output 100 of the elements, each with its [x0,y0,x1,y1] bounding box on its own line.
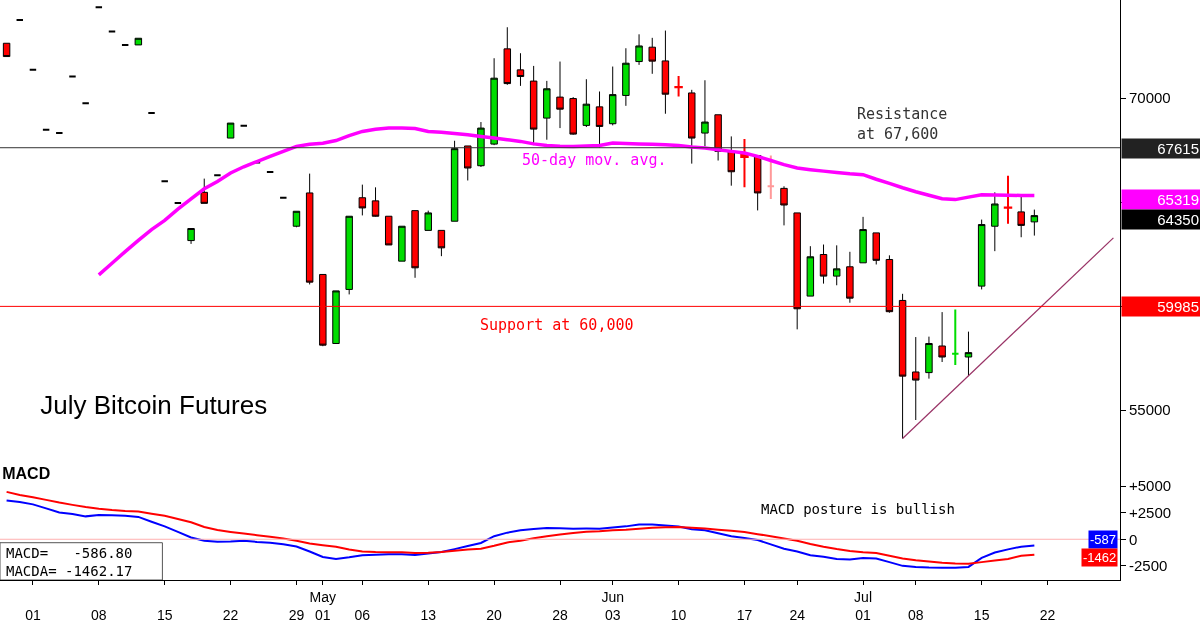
candlestick [55,132,64,135]
x-tick-label: Jun 03 [601,588,624,622]
candlestick [94,6,104,9]
x-tick-label: 10 [670,607,687,622]
annotation: MACD= -586.80 [6,545,133,561]
candlestick [384,215,393,246]
x-tick-label: 15 [156,607,173,622]
x-tick-label: 06 [354,607,371,622]
candlestick [28,68,38,71]
candlestick [912,336,920,421]
x-tick-label: 17 [736,607,753,622]
x-tick-label: 01 [25,607,41,622]
candlestick [490,57,498,146]
candlestick [226,122,235,139]
annotation: MACDA= -1462.17 [6,563,133,579]
text: 64350 [1157,211,1199,228]
candlestick [398,225,406,262]
candlestick [964,331,973,377]
candlestick [134,37,143,46]
y-tick-label: 55000 [1129,401,1171,419]
y-tick-label: 70000 [1129,89,1171,107]
series-label: 50-day mov. avg. [522,151,667,169]
x-tick-label: Jul 01 [854,588,873,622]
candlestick [727,135,736,187]
candlestick [2,42,11,58]
candlestick [608,66,617,126]
candlestick [1003,174,1013,225]
text: 67615 [1157,140,1199,157]
candlestick [464,145,472,181]
candlestick [358,184,367,216]
x-tick-label: 22 [1039,607,1056,622]
candlestick [332,290,340,345]
x-tick-label: 08 [91,607,107,622]
candlestick [661,30,670,115]
candlestick [991,191,999,252]
candlestick [753,155,762,211]
candlestick [846,251,854,304]
ref-line-label: Support at 60,000 [480,316,634,334]
candlestick [305,173,314,285]
candlestick [239,124,248,127]
y-tick-label: +2500 [1129,503,1172,521]
annotation: MACD posture is bullish [761,501,955,517]
candlestick [450,140,459,222]
y-tick-label: +5000 [1129,477,1172,495]
candlestick [437,229,446,257]
candlestick [213,174,222,177]
candlestick [107,30,117,33]
candlestick [187,228,195,245]
candlestick [345,215,353,295]
ref-line-label: Resistance at 67,600 [857,105,948,143]
text: 65319 [1157,191,1199,208]
text: July Bitcoin Futures [40,389,268,420]
line-series [5,490,1036,565]
text: 59985 [1157,298,1199,315]
candlestick [81,102,90,105]
candlestick [938,311,946,363]
candlestick [780,185,788,226]
candlestick [503,26,512,86]
candlestick [120,43,130,46]
candlestick [41,128,51,131]
candlestick [766,154,776,200]
y-tick-label: -2500 [1129,557,1168,575]
candlestick [424,210,432,231]
candlestick [1017,194,1025,238]
candlestick [648,37,656,75]
candlestick [200,178,208,204]
candlestick [569,96,577,136]
chart-title: MACD [2,464,51,482]
candlestick [872,232,880,265]
candlestick [951,308,960,367]
x-tick-label: 20 [486,607,503,622]
x-tick-label: 24 [789,607,806,622]
annotation: -587 [1090,532,1117,547]
line-series [97,126,1037,277]
candlestick [371,186,380,218]
candlestick [160,180,169,183]
candlestick [688,89,696,165]
candlestick [622,47,630,107]
candlestick [68,75,77,78]
candlestick [1030,209,1039,237]
candlestick [582,78,591,128]
x-tick-label: 22 [222,607,239,622]
candlestick [859,216,867,264]
candlestick [265,170,275,173]
candlestick [543,80,551,141]
candlestick [15,18,24,21]
candlestick [832,244,841,286]
candlestick [925,336,933,380]
candlestick [147,112,156,115]
annotation: -1462 [1083,550,1117,565]
candlestick [674,74,683,98]
candlestick [740,138,749,189]
candlestick [516,52,525,87]
candlestick [173,201,183,204]
x-tick-label: 13 [420,607,437,622]
candlestick [411,210,419,279]
x-tick-label: 28 [552,607,568,622]
y-tick-label: 0 [1129,530,1138,548]
candlestick [556,61,564,129]
candlestick [819,244,828,285]
